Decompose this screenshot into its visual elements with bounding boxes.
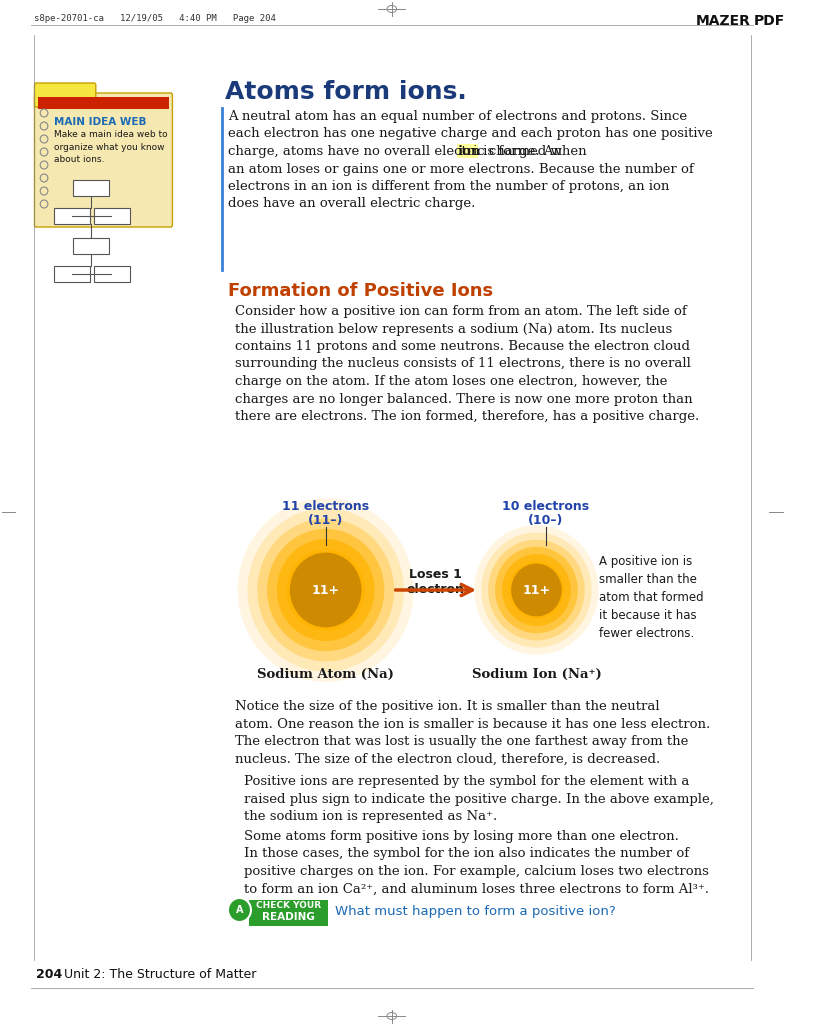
Text: What must happen to form a positive ion?: What must happen to form a positive ion? xyxy=(335,905,616,918)
Text: ion: ion xyxy=(458,145,482,158)
FancyBboxPatch shape xyxy=(34,93,173,227)
Text: is formed when: is formed when xyxy=(479,145,586,158)
Text: In those cases, the symbol for the ion also indicates the number of: In those cases, the symbol for the ion a… xyxy=(244,848,690,860)
Text: A neutral atom has an equal number of electrons and protons. Since: A neutral atom has an equal number of el… xyxy=(228,110,687,123)
FancyBboxPatch shape xyxy=(457,144,478,158)
FancyBboxPatch shape xyxy=(73,238,109,254)
Text: contains 11 protons and some neutrons. Because the electron cloud: contains 11 protons and some neutrons. B… xyxy=(235,340,690,353)
Text: Make a main idea web to
organize what you know
about ions.: Make a main idea web to organize what yo… xyxy=(53,130,167,164)
Text: CHECK YOUR: CHECK YOUR xyxy=(256,901,321,910)
Text: an atom loses or gains one or more electrons. Because the number of: an atom loses or gains one or more elect… xyxy=(228,163,694,175)
Text: charge on the atom. If the atom loses one electron, however, the: charge on the atom. If the atom loses on… xyxy=(235,375,667,388)
Text: Positive ions are represented by the symbol for the element with a: Positive ions are represented by the sym… xyxy=(244,775,690,788)
Text: atom. One reason the ion is smaller is because it has one less electron.: atom. One reason the ion is smaller is b… xyxy=(235,718,710,730)
FancyBboxPatch shape xyxy=(249,900,328,926)
Text: to form an ion Ca²⁺, and aluminum loses three electrons to form Al³⁺.: to form an ion Ca²⁺, and aluminum loses … xyxy=(244,883,709,896)
Text: MAZER: MAZER xyxy=(696,14,751,28)
Text: 11+: 11+ xyxy=(311,584,340,597)
Text: (11–): (11–) xyxy=(308,514,343,527)
Circle shape xyxy=(277,539,374,641)
Text: the illustration below represents a sodium (Na) atom. Its nucleus: the illustration below represents a sodi… xyxy=(235,323,672,336)
Text: surrounding the nucleus consists of 11 electrons, there is no overall: surrounding the nucleus consists of 11 e… xyxy=(235,357,690,371)
Circle shape xyxy=(482,532,591,647)
Text: does have an overall electric charge.: does have an overall electric charge. xyxy=(228,198,475,211)
FancyBboxPatch shape xyxy=(94,266,130,282)
Circle shape xyxy=(511,563,562,616)
FancyBboxPatch shape xyxy=(94,208,130,224)
Circle shape xyxy=(238,499,414,682)
Text: The electron that was lost is usually the one farthest away from the: The electron that was lost is usually th… xyxy=(235,735,688,748)
Text: Formation of Positive Ions: Formation of Positive Ions xyxy=(228,282,493,300)
Text: nucleus. The size of the electron cloud, therefore, is decreased.: nucleus. The size of the electron cloud,… xyxy=(235,753,660,766)
Circle shape xyxy=(474,525,599,654)
Circle shape xyxy=(287,549,364,631)
FancyBboxPatch shape xyxy=(73,180,109,196)
Text: positive charges on the ion. For example, calcium loses two electrons: positive charges on the ion. For example… xyxy=(244,865,709,878)
Text: Atoms form ions.: Atoms form ions. xyxy=(225,80,467,104)
FancyBboxPatch shape xyxy=(53,208,90,224)
Text: 10 electrons: 10 electrons xyxy=(502,500,590,513)
Text: raised plus sign to indicate the positive charge. In the above example,: raised plus sign to indicate the positiv… xyxy=(244,793,714,806)
Text: Sodium Ion (Na⁺): Sodium Ion (Na⁺) xyxy=(472,668,601,681)
FancyBboxPatch shape xyxy=(38,97,169,109)
Text: 11 electrons: 11 electrons xyxy=(282,500,369,513)
Circle shape xyxy=(267,528,384,651)
Text: READING: READING xyxy=(262,912,314,922)
Text: each electron has one negative charge and each proton has one positive: each electron has one negative charge an… xyxy=(228,128,713,140)
Text: the sodium ion is represented as Na⁺.: the sodium ion is represented as Na⁺. xyxy=(244,810,497,823)
Circle shape xyxy=(247,508,404,672)
Text: Consider how a positive ion can form from an atom. The left side of: Consider how a positive ion can form fro… xyxy=(235,305,686,318)
Text: Some atoms form positive ions by losing more than one electron.: Some atoms form positive ions by losing … xyxy=(244,830,679,843)
Circle shape xyxy=(228,898,251,922)
Circle shape xyxy=(257,518,394,662)
Text: Loses 1
electron: Loses 1 electron xyxy=(407,568,465,596)
Circle shape xyxy=(502,554,571,626)
Circle shape xyxy=(509,561,564,618)
Text: 204: 204 xyxy=(36,968,62,981)
Text: 11+: 11+ xyxy=(523,584,550,597)
Text: s8pe-20701-ca   12/19/05   4:40 PM   Page 204: s8pe-20701-ca 12/19/05 4:40 PM Page 204 xyxy=(34,14,275,23)
Text: A positive ion is
smaller than the
atom that formed
it because it has
fewer elec: A positive ion is smaller than the atom … xyxy=(599,555,704,640)
Text: Sodium Atom (Na): Sodium Atom (Na) xyxy=(257,668,394,681)
Circle shape xyxy=(488,540,585,640)
Text: PDF: PDF xyxy=(753,14,785,28)
Text: charges are no longer balanced. There is now one more proton than: charges are no longer balanced. There is… xyxy=(235,392,692,406)
FancyBboxPatch shape xyxy=(53,266,90,282)
Text: there are electrons. The ion formed, therefore, has a positive charge.: there are electrons. The ion formed, the… xyxy=(235,410,699,423)
Text: charge, atoms have no overall electric charge. An: charge, atoms have no overall electric c… xyxy=(228,145,566,158)
FancyArrowPatch shape xyxy=(396,585,473,596)
Circle shape xyxy=(495,547,578,633)
Circle shape xyxy=(290,553,361,628)
FancyBboxPatch shape xyxy=(34,83,96,106)
Text: Unit 2: The Structure of Matter: Unit 2: The Structure of Matter xyxy=(56,968,256,981)
Text: Notice the size of the positive ion. It is smaller than the neutral: Notice the size of the positive ion. It … xyxy=(235,700,659,713)
Text: electrons in an ion is different from the number of protons, an ion: electrons in an ion is different from th… xyxy=(228,180,669,193)
Text: A: A xyxy=(236,905,243,915)
Text: MAIN IDEA WEB: MAIN IDEA WEB xyxy=(53,117,146,127)
Text: (10–): (10–) xyxy=(528,514,563,527)
